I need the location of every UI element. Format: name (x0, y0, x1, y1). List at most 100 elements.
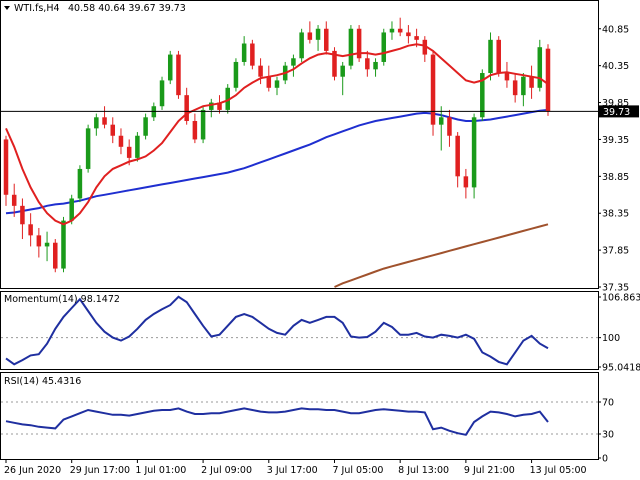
candle (381, 28, 387, 66)
candle (200, 106, 206, 144)
candle-body (85, 128, 91, 169)
candle-body (537, 47, 543, 88)
mid-moving-average (5, 108, 549, 215)
candle (102, 106, 107, 129)
candle (299, 28, 304, 62)
candle (324, 21, 329, 55)
candle (274, 76, 280, 96)
time-tick-label: 26 Jun 2020 (4, 465, 61, 476)
momentum-tick-label: 100 (602, 333, 620, 344)
chart-ohlc-values: 40.58 40.64 39.67 39.73 (68, 3, 186, 14)
candle (258, 58, 263, 85)
candle-body (521, 76, 526, 96)
candle (266, 65, 272, 92)
candle (241, 36, 247, 66)
candle-body (94, 117, 99, 129)
candle-body (332, 50, 337, 77)
candle-body (20, 205, 25, 225)
candle-body (167, 54, 173, 81)
candle (315, 25, 321, 51)
candle (192, 113, 198, 144)
candle (85, 124, 91, 173)
price-tick-label: 37.85 (602, 246, 629, 257)
price-tick-label: 38.35 (602, 209, 629, 220)
candle (143, 113, 148, 140)
candle-body (28, 224, 33, 236)
candle (406, 25, 411, 44)
candle-body (381, 32, 387, 62)
rsi-indicator: 70 30 0 (1, 398, 614, 465)
candle-body (356, 28, 362, 59)
candle (217, 95, 222, 114)
candlesticks (3, 17, 551, 273)
candle-body (480, 73, 485, 118)
chart-menu-triangle-icon[interactable] (4, 6, 10, 10)
current-price-tag (599, 105, 639, 118)
candle-body (209, 102, 214, 110)
candle-body (397, 28, 403, 33)
candle (529, 65, 534, 99)
price-tick-label: 39.35 (602, 135, 629, 146)
slow-ma-line (334, 223, 549, 288)
candle (463, 168, 469, 199)
candle-body (340, 65, 345, 77)
candle-body (77, 168, 83, 199)
price-tick-label: 37.35 (602, 283, 629, 294)
main-price-axis: 40.85 40.35 39.85 39.35 38.85 38.35 37.85 37.35 (598, 24, 629, 294)
rsi-tick-label: 30 (602, 430, 614, 441)
candle-body (348, 28, 354, 66)
time-tick-label: 2 Jul 09:00 (201, 465, 252, 476)
candle-body (118, 135, 124, 147)
candle-body (324, 28, 329, 51)
candle-body (307, 32, 313, 40)
candle-body (36, 235, 42, 247)
time-tick-label: 7 Jul 05:00 (332, 465, 383, 476)
candle (11, 183, 17, 217)
time-tick-label: 3 Jul 17:00 (267, 465, 318, 476)
candle (512, 73, 518, 103)
candle-body (373, 61, 378, 70)
candle (77, 165, 83, 203)
candle-body (266, 76, 272, 88)
candle (545, 44, 551, 116)
candle-body (44, 242, 50, 247)
candle (365, 50, 370, 77)
candle-body (217, 102, 222, 110)
rsi-panel-frame (0, 372, 599, 460)
candle-body (463, 176, 469, 188)
candle (250, 39, 255, 70)
candle-body (61, 220, 66, 269)
current-price-label: 39.73 (603, 107, 630, 118)
candle-body (53, 242, 58, 269)
candle (167, 50, 173, 85)
rsi-tick-label: 70 (602, 398, 614, 409)
candle (504, 61, 510, 88)
candle-body (389, 28, 395, 33)
time-tick-label: 13 Jul 05:00 (530, 465, 587, 476)
candle-body (291, 58, 296, 66)
candle-body (545, 48, 551, 112)
candle-body (430, 54, 436, 125)
candle (307, 21, 313, 44)
candle-body (488, 39, 493, 74)
candle (61, 216, 66, 273)
candle-body (225, 87, 230, 110)
price-tick-label: 40.35 (602, 61, 629, 72)
candle (356, 25, 362, 62)
candle-body (250, 43, 255, 66)
candle-body (496, 39, 501, 74)
candle (20, 198, 25, 240)
candle (496, 36, 501, 77)
candle (184, 87, 189, 125)
momentum-line (5, 295, 549, 366)
candle (28, 213, 33, 247)
current-price-line: 39.73 (1, 105, 639, 118)
candle-body (69, 198, 74, 221)
candle (176, 50, 181, 99)
candle-body (471, 117, 477, 188)
candle (233, 58, 239, 92)
candle (397, 17, 403, 37)
candle (438, 106, 444, 151)
candle (225, 84, 230, 114)
